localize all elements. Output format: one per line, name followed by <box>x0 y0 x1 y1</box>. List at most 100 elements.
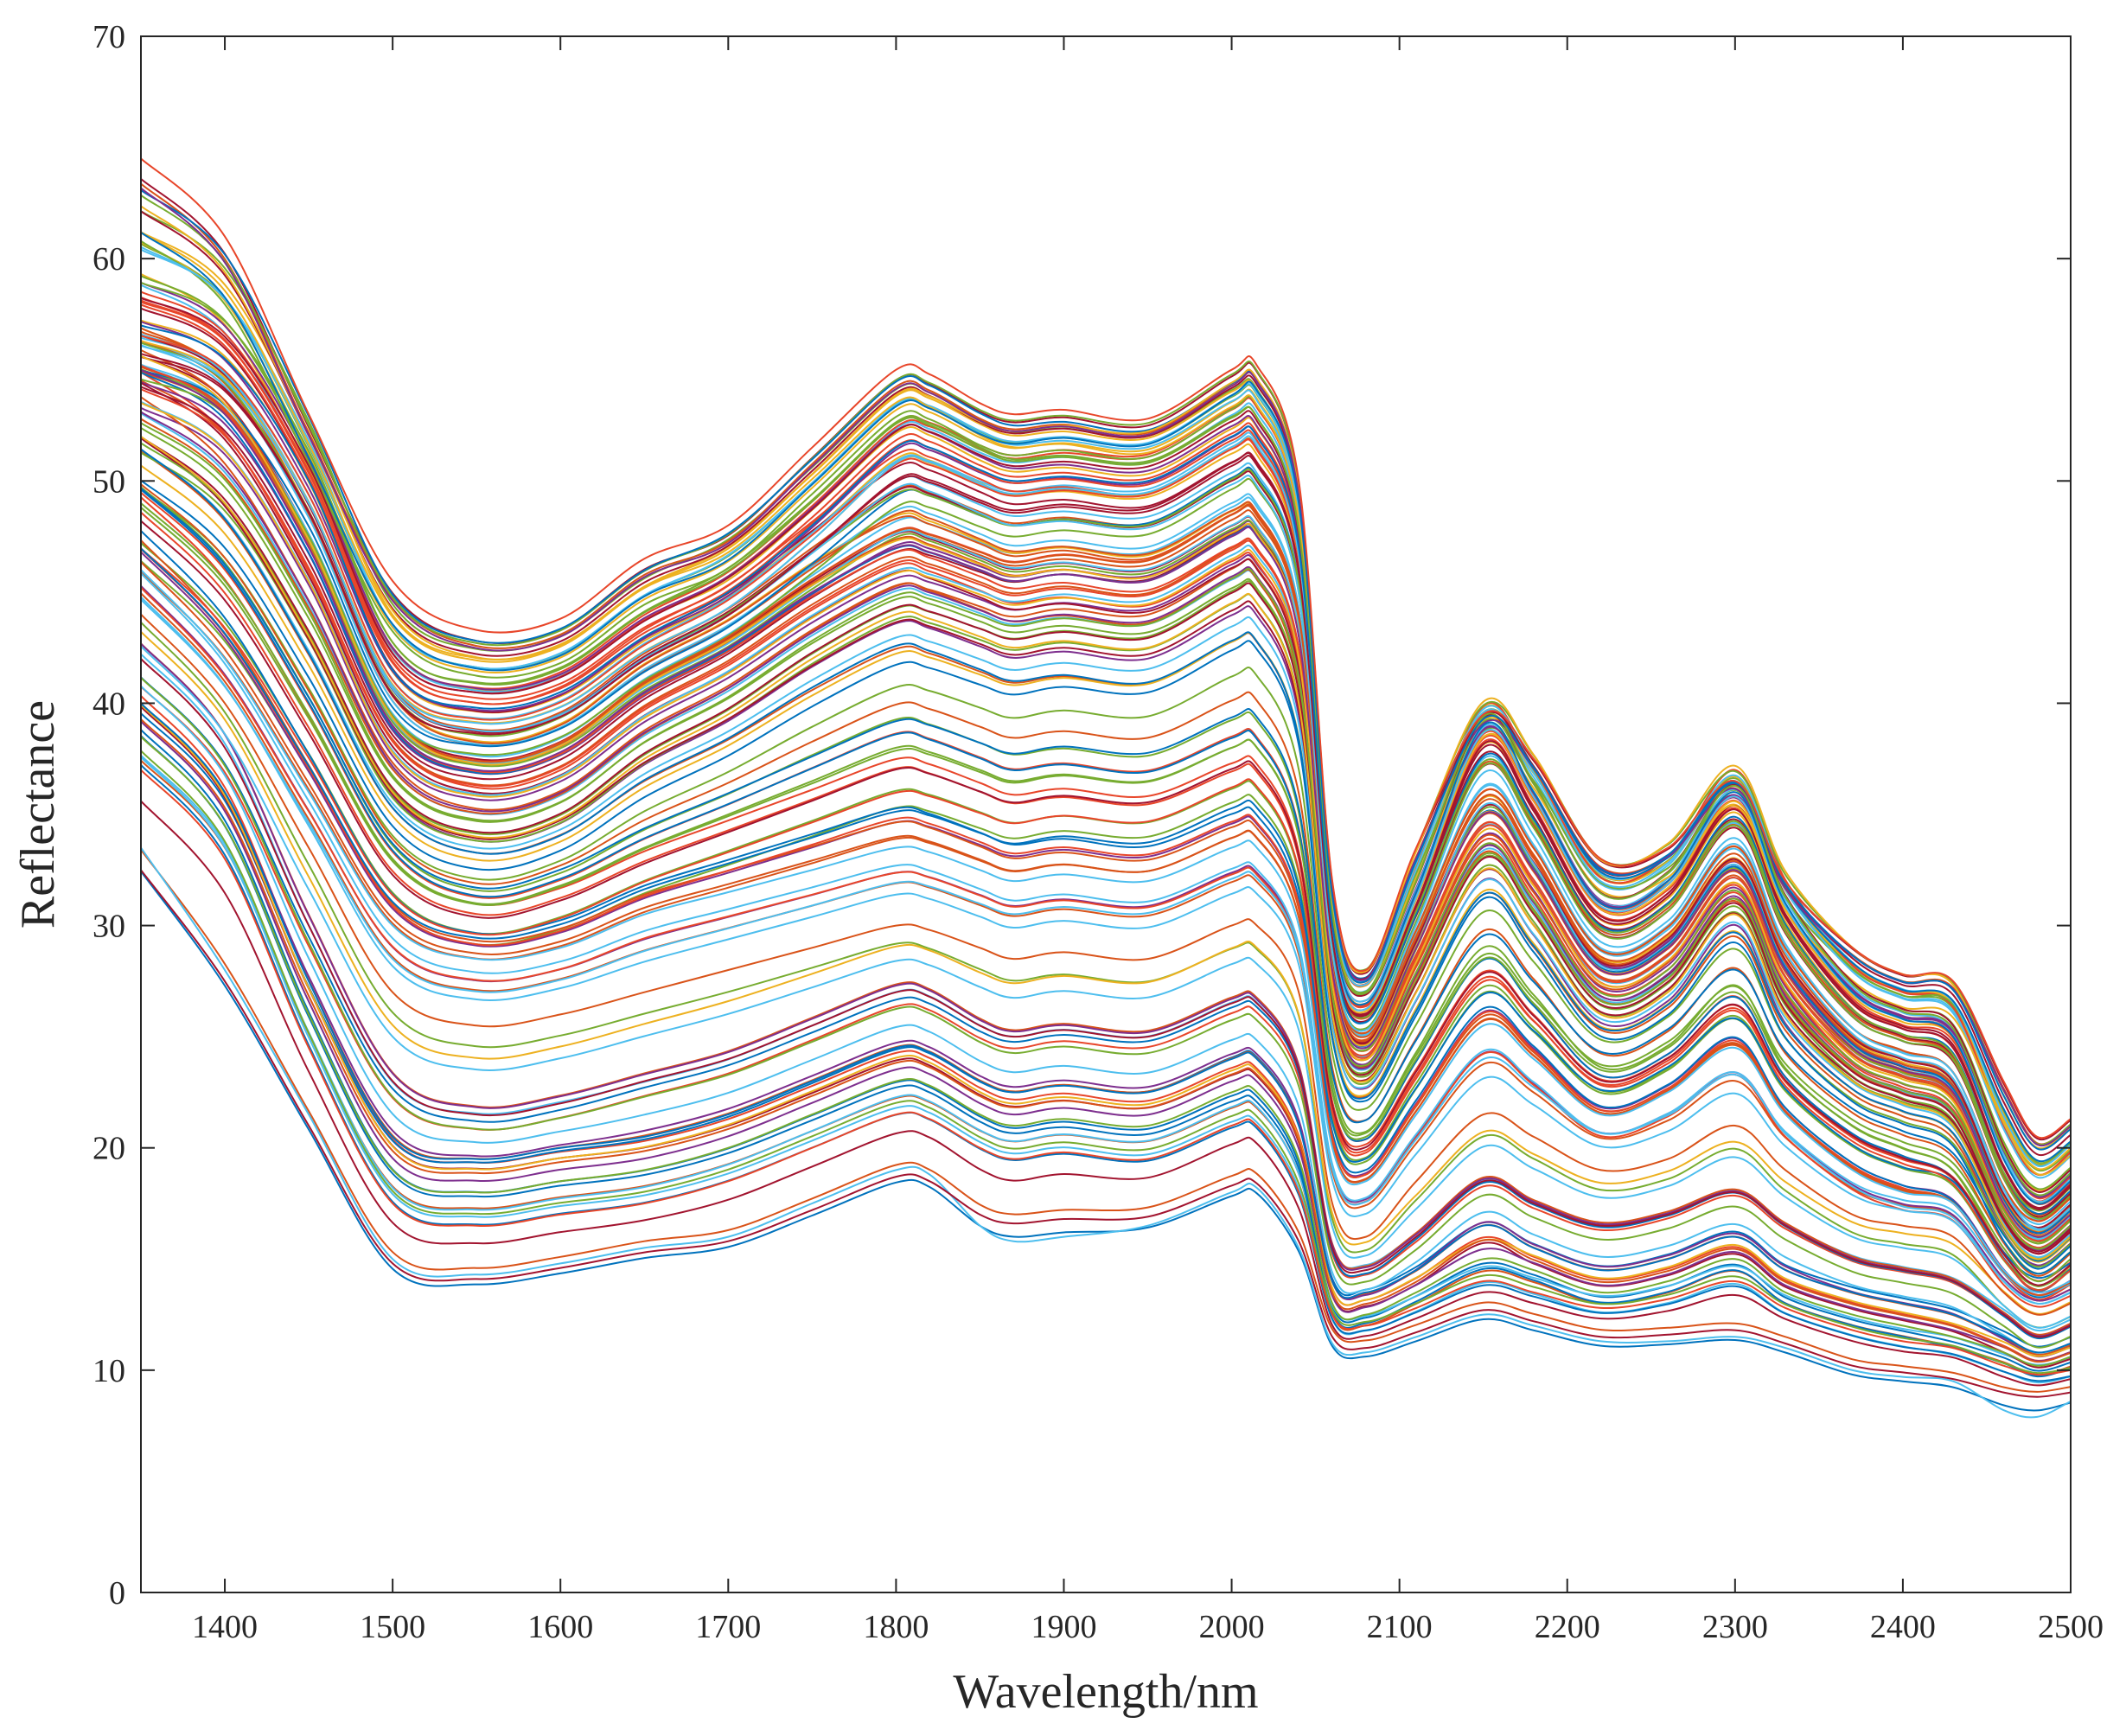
spectrum-line <box>140 488 2072 1292</box>
spectrum-line <box>140 561 2072 1297</box>
x-tick-label: 1900 <box>1031 1609 1096 1645</box>
spectrum-line <box>140 243 2072 1166</box>
x-tick-label: 2400 <box>1870 1609 1936 1645</box>
spectrum-line <box>140 756 2072 1384</box>
spectrum-line <box>140 436 2072 1253</box>
spectrum-line <box>140 437 2072 1255</box>
spectrum-line <box>140 530 2072 1299</box>
y-tick-label: 50 <box>93 463 125 500</box>
spectrum-line <box>140 396 2072 1252</box>
x-axis-label: Wavelength/nm <box>953 1665 1258 1719</box>
spectrum-line <box>140 736 2072 1367</box>
x-axis: 1400 1500 1600 1700 1800 1900 2000 2100 2200 2300… <box>192 36 2104 1645</box>
spectrum-line <box>140 596 2072 1305</box>
spectrum-line <box>140 547 2072 1282</box>
spectrum-line <box>140 426 2072 1245</box>
spectrum-line <box>140 442 2072 1250</box>
spectrum-line <box>140 755 2072 1366</box>
spectrum-line <box>140 750 2072 1375</box>
spectrum-line <box>140 502 2072 1283</box>
spectrum-line <box>140 412 2072 1253</box>
x-tick-label: 2300 <box>1702 1609 1768 1645</box>
spectrum-line <box>140 232 2072 1150</box>
spectrum-line <box>140 324 2072 1205</box>
spectrum-line <box>140 388 2072 1242</box>
spectrum-line <box>140 344 2072 1231</box>
spectrum-line <box>140 548 2072 1301</box>
spectrum-line <box>140 157 2072 1139</box>
spectrum-line <box>140 511 2072 1292</box>
spectrum-line <box>140 871 2072 1412</box>
spectrum-line <box>140 598 2072 1297</box>
y-tick-label: 20 <box>93 1131 125 1167</box>
spectrum-line <box>140 187 2072 1147</box>
spectra-curves <box>140 157 2072 1419</box>
spectrum-line <box>140 642 2072 1336</box>
spectrum-line <box>140 272 2072 1192</box>
spectrum-line <box>140 869 2072 1398</box>
spectrum-line <box>140 586 2072 1308</box>
y-tick-label: 60 <box>93 241 125 278</box>
x-tick-label: 2000 <box>1199 1609 1265 1645</box>
y-axis-label: Reflectance <box>11 700 65 929</box>
spectrum-line <box>140 849 2072 1393</box>
x-tick-label: 1500 <box>360 1609 425 1645</box>
spectrum-line <box>140 205 2072 1176</box>
spectrum-line <box>140 341 2072 1212</box>
spectrum-line <box>140 483 2072 1277</box>
spectrum-line <box>140 704 2072 1358</box>
spectrum-line <box>140 353 2072 1210</box>
x-tick-label: 2500 <box>2038 1609 2104 1645</box>
spectrum-line <box>140 718 2072 1363</box>
x-tick-label: 1700 <box>695 1609 761 1645</box>
spectrum-line <box>140 769 2072 1376</box>
y-tick-label: 10 <box>93 1353 125 1389</box>
spectrum-line <box>140 677 2072 1349</box>
spectrum-line <box>140 371 2072 1249</box>
plot-frame <box>140 35 2072 1593</box>
spectrum-line <box>140 364 2072 1250</box>
y-tick-label: 0 <box>109 1575 125 1612</box>
spectrum-line <box>140 658 2072 1338</box>
spectrum-line <box>140 735 2072 1378</box>
spectrum-line <box>140 764 2072 1382</box>
y-tick-label: 70 <box>93 19 125 55</box>
x-tick-label: 2200 <box>1535 1609 1600 1645</box>
spectrum-line <box>140 572 2072 1305</box>
y-tick-label: 40 <box>93 686 125 722</box>
spectrum-line <box>140 402 2072 1245</box>
spectrum-line <box>140 448 2072 1275</box>
spectrum-line <box>140 720 2072 1363</box>
x-tick-label: 2100 <box>1367 1609 1433 1645</box>
spectrum-line <box>140 281 2072 1197</box>
y-tick-label: 30 <box>93 909 125 945</box>
spectrum-line <box>140 547 2072 1280</box>
spectrum-line <box>140 232 2072 1151</box>
spectrum-line <box>140 487 2072 1270</box>
spectrum-line <box>140 569 2072 1294</box>
x-tick-label: 1600 <box>527 1609 593 1645</box>
spectrum-line <box>140 704 2072 1357</box>
spectrum-line <box>140 195 2072 1146</box>
spectrum-line <box>140 319 2072 1217</box>
spectrum-line <box>140 448 2072 1259</box>
spectrum-line <box>140 333 2072 1230</box>
x-tick-label: 1400 <box>192 1609 258 1645</box>
spectrum-line <box>140 622 2072 1329</box>
spectrum-line <box>140 210 2072 1172</box>
spectrum-line <box>140 613 2072 1316</box>
spectrum-line <box>140 368 2072 1238</box>
spectrum-line <box>140 486 2072 1287</box>
spectrum-line <box>140 685 2072 1356</box>
spectrum-line <box>140 800 2072 1387</box>
spectrum-line <box>140 479 2072 1262</box>
spectrum-line <box>140 327 2072 1234</box>
spectrum-line <box>140 366 2072 1222</box>
spectrum-line <box>140 645 2072 1329</box>
y-axis: 0 10 20 30 40 50 60 70 <box>93 19 2071 1612</box>
x-tick-label: 1800 <box>863 1609 929 1645</box>
spectrum-line <box>140 344 2072 1203</box>
spectrum-line <box>140 631 2072 1315</box>
spectrum-line <box>140 847 2072 1419</box>
